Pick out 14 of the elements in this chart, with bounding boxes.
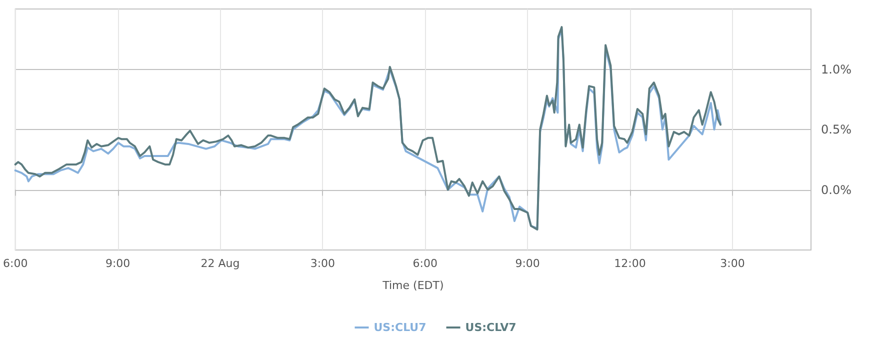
y-tick-label: 0.5%	[821, 122, 852, 136]
x-tick-label: 9:00	[515, 257, 540, 270]
x-tick-label: 3:00	[310, 257, 336, 270]
x-tick-label: 6:00	[412, 257, 438, 270]
legend-label: US:CLU7	[374, 321, 426, 334]
x-tick-label: 22 Aug	[200, 257, 240, 270]
x-tick-label: 6:00	[3, 257, 28, 270]
y-tick-label: 0.0%	[821, 182, 852, 197]
legend-label: US:CLV7	[465, 321, 516, 334]
x-tick-label: 3:00	[720, 257, 745, 270]
x-tick-label: 12:00	[614, 257, 646, 270]
x-tick-label: 9:00	[105, 257, 130, 270]
y-tick-label: 1.0%	[821, 62, 852, 76]
x-axis-title: Time (EDT)	[382, 279, 444, 292]
